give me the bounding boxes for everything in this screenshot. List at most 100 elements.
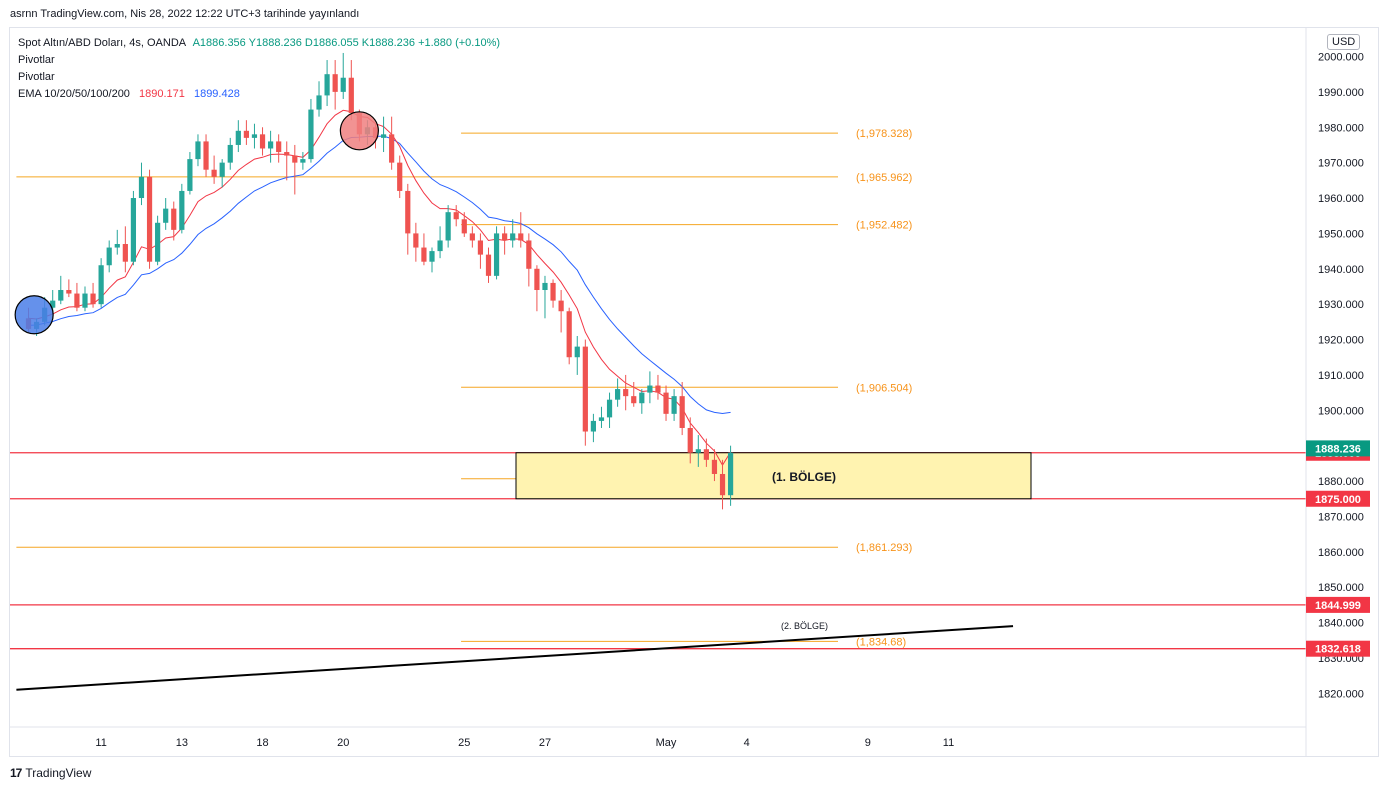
chart-legend: Spot Altın/ABD Doları, 4s, OANDA A1886.3… (18, 35, 500, 103)
time-tick: 20 (337, 737, 349, 749)
candles (25, 52, 734, 510)
time-tick: 11 (943, 737, 954, 749)
candle-body (171, 208, 177, 230)
price-tick: 1840.000 (1318, 618, 1364, 630)
candle (445, 205, 451, 248)
candle-body (163, 208, 169, 223)
candle-body (122, 244, 128, 262)
candle-body (502, 233, 508, 241)
candle (251, 123, 258, 149)
candle-body (74, 293, 80, 308)
candle-body (380, 134, 387, 138)
chart-frame (9, 27, 1379, 757)
candle-body (550, 282, 556, 301)
candle-body (243, 130, 249, 138)
ema-fast-line (28, 109, 732, 467)
candle (719, 459, 726, 510)
candle-body (663, 392, 669, 414)
candle (485, 247, 492, 283)
pivot-label: (1,834.68) (856, 636, 906, 648)
candle (389, 116, 395, 170)
candle-body (251, 134, 258, 138)
candle (518, 212, 524, 248)
time-tick: 27 (539, 737, 551, 749)
candle (606, 392, 613, 428)
candle (502, 226, 508, 255)
candle (98, 258, 104, 308)
candle-body (50, 300, 56, 308)
level-badge-bg (1306, 490, 1370, 507)
candle-body (518, 233, 524, 241)
candle (397, 155, 403, 199)
tradingview-logo[interactable]: 17 TradingView (10, 766, 91, 780)
candle-body (66, 290, 72, 294)
candle-body (574, 346, 580, 358)
price-tick: 1820.000 (1318, 688, 1364, 700)
candle (469, 226, 475, 248)
ohlc-values: A1886.356 Y1888.236 D1886.055 K1888.236 … (192, 37, 501, 49)
candle-body (235, 130, 241, 145)
candle-body (542, 282, 548, 291)
candle (235, 120, 241, 153)
candle-body (719, 473, 726, 496)
level-badge: 1875.000 (1315, 494, 1361, 506)
candle-body (703, 449, 709, 460)
price-tick: 1880.000 (1318, 476, 1364, 488)
candle-body (445, 212, 451, 241)
candle-body (437, 240, 443, 252)
level-badge: 1844.999 (1315, 600, 1361, 612)
pivot-indicator-1[interactable]: Pivotlar (18, 54, 55, 66)
candle-body (534, 268, 540, 291)
candle-body (155, 222, 161, 262)
candle-body (138, 176, 145, 199)
candle (639, 389, 645, 414)
candle (623, 374, 629, 411)
candle (340, 52, 346, 99)
candle (203, 134, 209, 177)
price-tick: 1990.000 (1318, 87, 1364, 99)
candle-body (590, 420, 596, 432)
candle (421, 233, 427, 266)
last-price-badge-bg (1306, 440, 1370, 457)
candle (332, 60, 338, 110)
candle (695, 435, 701, 467)
candle-body (606, 399, 613, 418)
candle-body (695, 449, 701, 453)
candle (631, 381, 637, 407)
ema-fast-value: 1890.171 (139, 88, 185, 100)
candle (122, 226, 128, 273)
candle (187, 152, 193, 195)
candle-body (631, 396, 637, 404)
pivot-label: (1,978.328) (856, 128, 912, 140)
candle (146, 169, 153, 269)
time-tick: 11 (95, 737, 106, 749)
circle-marker-icon (14, 295, 54, 335)
ema-label[interactable]: EMA 10/20/50/100/200 (18, 88, 130, 100)
candle-body (421, 247, 427, 262)
candle (550, 279, 556, 308)
candle-body (679, 396, 685, 428)
symbol-label[interactable]: Spot Altın/ABD Doları, 4s, OANDA (18, 37, 186, 49)
price-tick: 1970.000 (1318, 158, 1364, 170)
candle-body (82, 293, 88, 308)
price-tick: 2000.000 (1318, 52, 1364, 64)
candle (615, 378, 621, 407)
candle (655, 374, 661, 400)
candle-body (655, 385, 661, 393)
candle (66, 279, 72, 298)
pivot-indicator-2[interactable]: Pivotlar (18, 71, 55, 83)
candle (663, 385, 669, 421)
price-tick: 1870.000 (1318, 511, 1364, 523)
candle-body (598, 417, 605, 421)
candle-body (711, 459, 718, 474)
time-tick: 9 (865, 737, 871, 749)
currency-button[interactable]: USD (1327, 34, 1361, 50)
ema-slow-value: 1899.428 (193, 88, 240, 100)
candle (671, 389, 677, 421)
candle-body (276, 141, 282, 153)
candle-body (348, 77, 354, 114)
time-axis: 11 13 18 20 25 27 May 4 9 11 (10, 726, 1306, 749)
candle (405, 183, 411, 255)
candle-body (623, 389, 629, 397)
